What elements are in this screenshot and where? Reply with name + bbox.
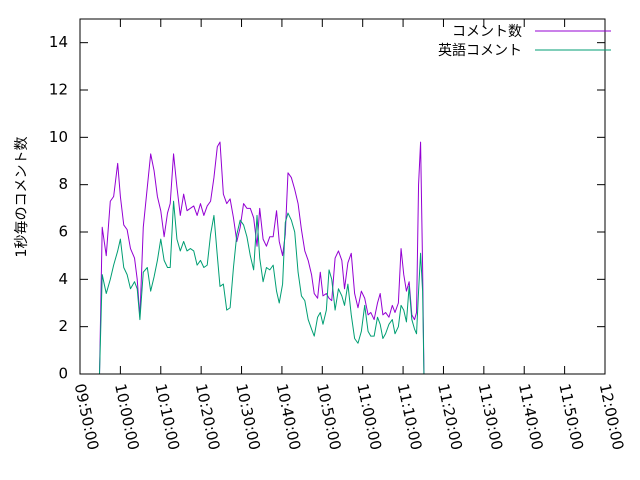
y-tick-label: 8	[58, 175, 68, 193]
y-tick-label: 0	[58, 365, 68, 383]
y-axis-title: 1秒毎のコメント数	[14, 137, 30, 258]
x-tick-label: 11:20:00	[434, 382, 466, 452]
legend-label-english-comments: 英語コメント	[438, 42, 522, 59]
legend-label-comments: コメント数	[452, 24, 522, 40]
series-line-0	[99, 141, 425, 375]
x-tick-label: 11:30:00	[475, 382, 507, 452]
series-line-1	[99, 200, 425, 375]
x-tick-label: 09:50:00	[71, 382, 103, 452]
y-tick-label: 10	[49, 128, 68, 146]
x-tick-label: 10:20:00	[192, 382, 224, 452]
legend: コメント数 英語コメント	[438, 24, 611, 59]
y-tick-label: 14	[49, 33, 68, 51]
x-tick-label: 11:00:00	[353, 382, 385, 452]
x-tick-label: 11:40:00	[515, 382, 547, 452]
y-tick-label: 4	[58, 270, 68, 288]
x-tick-labels: 09:50:00 10:00:00 10:10:00 10:20:00 10:30:00…	[71, 382, 628, 452]
y-tick-label: 6	[58, 223, 68, 241]
x-tick-label: 11:10:00	[394, 382, 426, 452]
y-tick-label: 12	[49, 81, 68, 99]
x-tick-label: 11:50:00	[555, 382, 587, 452]
series-lines	[99, 141, 425, 375]
x-tick-label: 10:30:00	[232, 382, 264, 452]
x-tick-label: 12:00:00	[596, 382, 628, 452]
x-tick-label: 10:00:00	[111, 382, 143, 452]
plot-frame	[79, 18, 606, 375]
y-tick-labels: 0 2 4 6 8 10 12 14	[49, 33, 68, 382]
tick-marks	[79, 19, 606, 375]
y-tick-label: 2	[58, 317, 68, 335]
x-tick-label: 10:50:00	[313, 382, 345, 452]
x-tick-label: 10:40:00	[273, 382, 305, 452]
x-tick-label: 10:10:00	[151, 382, 183, 452]
